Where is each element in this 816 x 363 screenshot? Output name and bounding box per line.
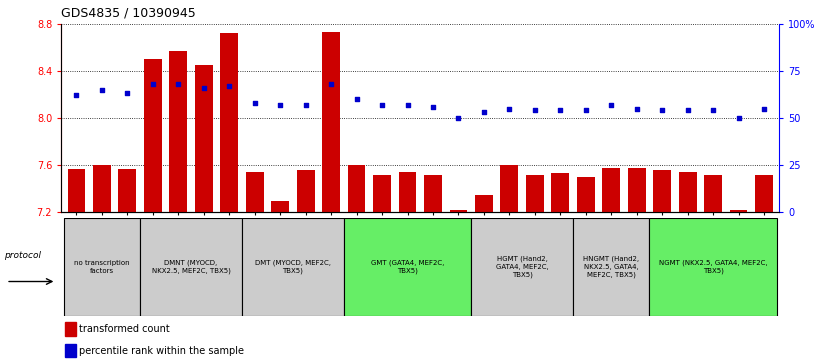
Point (681, 107, 694, 113)
Point (197, 85, 211, 91)
Bar (64, 322, 76, 336)
Bar (755, 175, 773, 212)
Point (707, 107, 720, 113)
Bar (170, 51, 187, 212)
Point (732, 115, 745, 121)
Text: protocol: protocol (4, 252, 41, 260)
Bar (654, 170, 671, 212)
Point (503, 106, 516, 111)
Point (427, 104, 440, 110)
Point (452, 115, 465, 121)
Point (172, 81, 185, 87)
Point (579, 107, 592, 113)
Point (630, 106, 643, 111)
Point (70, 93, 83, 98)
Point (375, 102, 388, 108)
Text: DMT (MYOCD, MEF2C,
TBX5): DMT (MYOCD, MEF2C, TBX5) (255, 260, 331, 274)
Bar (220, 33, 238, 212)
Point (401, 102, 414, 108)
Bar (344, 218, 471, 316)
Bar (271, 200, 289, 212)
Bar (195, 65, 213, 212)
Point (325, 81, 338, 87)
Text: no transcription
factors: no transcription factors (74, 260, 130, 274)
Text: DMNT (MYOCD,
NKX2.5, MEF2C, TBX5): DMNT (MYOCD, NKX2.5, MEF2C, TBX5) (152, 260, 230, 274)
Text: HGMT (Hand2,
GATA4, MEF2C,
TBX5): HGMT (Hand2, GATA4, MEF2C, TBX5) (496, 256, 548, 278)
Bar (730, 210, 747, 212)
Bar (140, 218, 242, 316)
Bar (68, 169, 86, 212)
Bar (526, 175, 543, 212)
Bar (242, 218, 344, 316)
Point (146, 81, 159, 87)
Point (757, 106, 770, 111)
Bar (679, 172, 697, 212)
Point (528, 107, 541, 113)
Bar (704, 175, 722, 212)
Point (350, 96, 363, 102)
Bar (64, 344, 76, 357)
Text: percentile rank within the sample: percentile rank within the sample (79, 346, 244, 356)
Bar (628, 167, 645, 212)
Text: NGMT (NKX2.5, GATA4, MEF2C,
TBX5): NGMT (NKX2.5, GATA4, MEF2C, TBX5) (659, 260, 767, 274)
Text: GDS4835 / 10390945: GDS4835 / 10390945 (61, 7, 196, 20)
Point (554, 107, 567, 113)
Bar (552, 174, 570, 212)
Bar (246, 172, 264, 212)
Text: HNGMT (Hand2,
NKX2.5, GATA4,
MEF2C, TBX5): HNGMT (Hand2, NKX2.5, GATA4, MEF2C, TBX5… (583, 256, 639, 278)
Text: GMT (GATA4, MEF2C,
TBX5): GMT (GATA4, MEF2C, TBX5) (370, 260, 444, 274)
Bar (373, 175, 391, 212)
Bar (602, 167, 620, 212)
Bar (144, 59, 162, 212)
Point (273, 102, 286, 108)
Bar (500, 165, 518, 212)
Bar (475, 195, 493, 212)
Bar (93, 165, 111, 212)
Bar (118, 169, 136, 212)
Point (223, 83, 236, 89)
Bar (424, 175, 442, 212)
Bar (348, 165, 366, 212)
Bar (471, 218, 573, 316)
Bar (577, 177, 595, 212)
Bar (297, 170, 314, 212)
Bar (650, 218, 777, 316)
Bar (450, 210, 468, 212)
Point (95, 87, 109, 93)
Point (605, 102, 618, 108)
Bar (398, 172, 416, 212)
Point (248, 100, 261, 106)
Point (477, 109, 490, 115)
Point (655, 107, 668, 113)
Point (121, 90, 134, 96)
Point (299, 102, 313, 108)
Bar (322, 32, 340, 212)
Bar (573, 218, 650, 316)
Bar (64, 218, 140, 316)
Text: transformed count: transformed count (79, 324, 170, 334)
